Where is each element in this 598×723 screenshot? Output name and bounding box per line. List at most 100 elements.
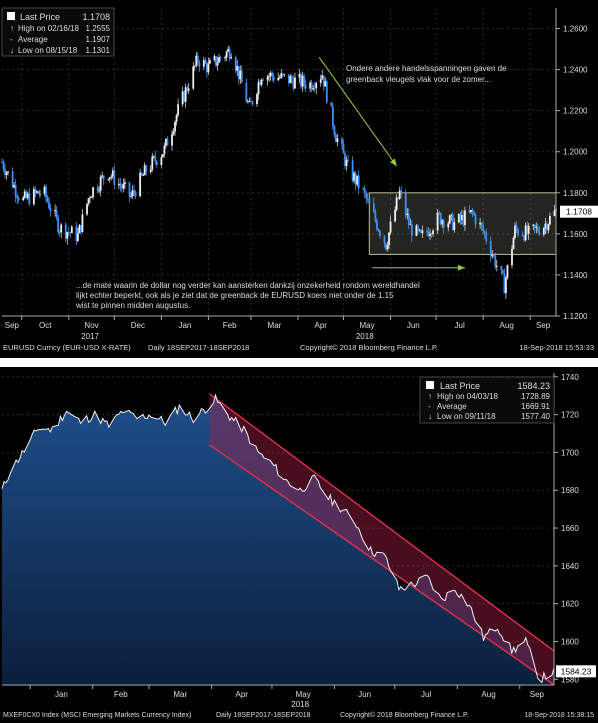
candle (37, 190, 40, 195)
candle (209, 57, 211, 64)
x-tick-label: Sep (530, 690, 545, 699)
x-tick-label: Feb (114, 690, 128, 699)
y-tick-label: 1.2600 (563, 25, 588, 34)
candle (166, 136, 169, 146)
candle (287, 74, 290, 86)
candle (385, 242, 387, 251)
candle (547, 223, 550, 234)
candle (206, 61, 208, 78)
legend-average-label: Average (18, 35, 48, 44)
candle (480, 221, 483, 231)
x-tick-label: May (296, 690, 311, 699)
candle (482, 220, 485, 234)
legend-last-label: Last Price (20, 12, 60, 22)
candle (60, 222, 63, 239)
price-line (1, 393, 555, 684)
candle (429, 228, 431, 241)
candle (160, 154, 163, 169)
candle (101, 171, 104, 179)
candle (130, 191, 132, 199)
candle (117, 178, 120, 190)
ticker-label: MXEF0CX0 Index (MSCI Emerging Markets Cu… (3, 712, 191, 719)
candle (406, 208, 409, 220)
candle (439, 212, 442, 226)
channel-lower-line (209, 444, 555, 686)
period-label: Daily 18SEP2017-18SEP2018 (148, 343, 249, 352)
candle (98, 185, 101, 194)
candle (532, 223, 535, 231)
candle (262, 77, 264, 82)
y-tick-label: 1720 (561, 411, 579, 420)
candle (545, 221, 548, 234)
annotation-top-line-1: Ondere andere handelsspanningen gaven de (346, 64, 507, 73)
candle (4, 163, 6, 179)
legend-average-label: Average (437, 402, 467, 411)
y-tick-label: 1.2400 (563, 66, 588, 75)
candle (183, 90, 186, 103)
x-tick-label: Apr (315, 321, 328, 330)
candle (131, 185, 134, 200)
candle (89, 195, 91, 204)
candle (192, 62, 195, 91)
candle (236, 60, 239, 77)
candle (248, 97, 251, 103)
candle (294, 72, 296, 89)
candle (134, 190, 137, 200)
candle (438, 210, 441, 215)
legend: Last Price 1584.23 ↑ High on 04/03/18 17… (419, 376, 555, 424)
candle (489, 236, 492, 262)
timestamp-label: 18-Sep-2018 15:53:33 (519, 343, 594, 352)
candle (5, 170, 8, 180)
legend-high-icon: ↑ (10, 24, 14, 33)
candle (113, 164, 116, 190)
candle (524, 222, 527, 242)
ticker-label: EURUSD Curncy (EUR-USD X-RATE) (3, 343, 131, 352)
candle (319, 74, 322, 87)
candle (163, 142, 166, 158)
candle (7, 170, 9, 176)
candle (485, 228, 488, 245)
candle (193, 65, 196, 71)
candle (375, 218, 378, 231)
candle (479, 217, 482, 229)
candle (90, 196, 93, 198)
candle (351, 156, 354, 183)
candle (86, 203, 88, 217)
candle (39, 189, 41, 198)
x-year-label: 2018 (356, 332, 374, 341)
candle (310, 79, 313, 92)
candle (172, 128, 175, 136)
legend-low-label: Low on 09/11/18 (437, 412, 496, 421)
x-tick-label: Dec (131, 321, 145, 330)
candle (171, 129, 173, 151)
candle (383, 235, 386, 248)
legend-last-value: 1584.23 (517, 381, 550, 391)
candle (366, 193, 369, 204)
legend-average-value: 1.1907 (86, 35, 111, 44)
y-tick-label: 1.1200 (563, 312, 588, 321)
legend-average-value: 1669.91 (521, 402, 550, 411)
candle (503, 268, 506, 294)
candle (492, 253, 495, 259)
candle (322, 75, 325, 92)
y-tick-label: 1700 (561, 448, 579, 457)
candle (121, 183, 123, 193)
candle (174, 120, 176, 136)
candle (407, 208, 410, 229)
candle (268, 72, 271, 82)
candle (453, 218, 456, 233)
candle (227, 45, 230, 53)
annotation-top-line-2: greenback vleugels vlak voor de zomer... (346, 75, 491, 84)
x-tick-label: Oct (39, 321, 52, 330)
candle (16, 193, 19, 205)
candle (526, 220, 529, 236)
candle (506, 264, 509, 280)
em-currency-chart: 1740 1720 1700 1680 1660 1640 1620 1600 1580 Jan… (0, 367, 598, 723)
candle (96, 184, 99, 194)
candle (36, 190, 38, 195)
candle (269, 70, 272, 81)
channel-fill (209, 393, 554, 685)
candle (186, 85, 189, 93)
candle (102, 175, 105, 186)
candle (336, 134, 339, 147)
